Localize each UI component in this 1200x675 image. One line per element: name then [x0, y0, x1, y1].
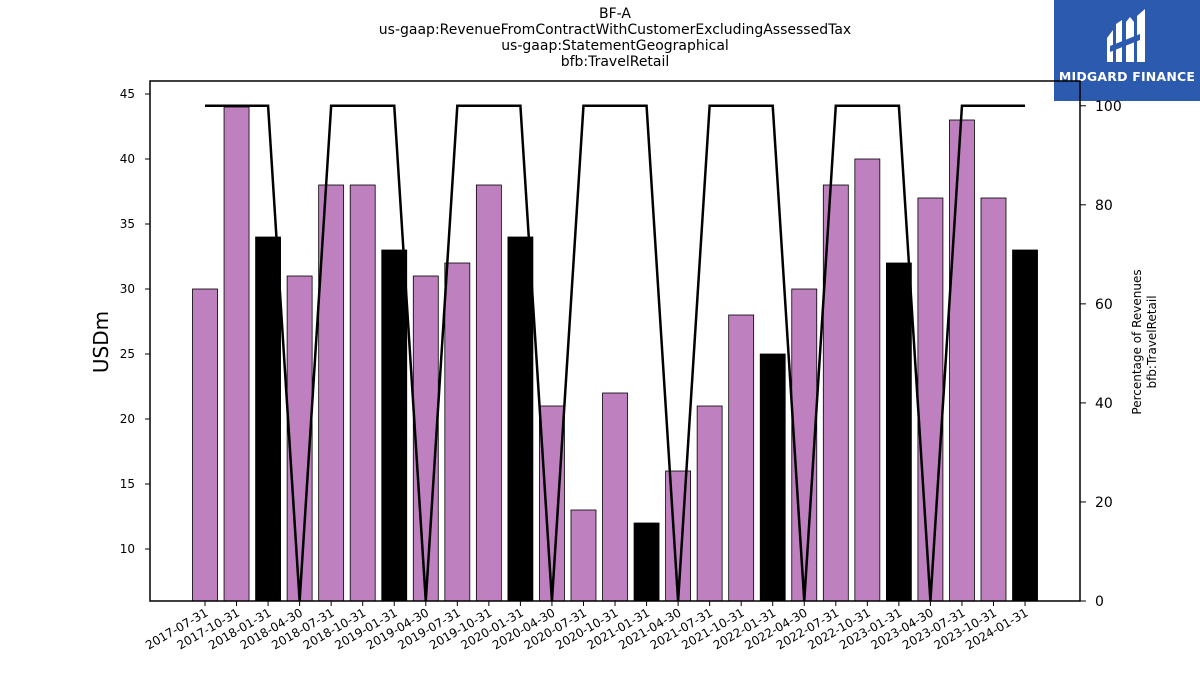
bar-2020-10-31	[602, 392, 628, 602]
bar-2023-10-31	[980, 197, 1007, 602]
bar-2021-01-31	[633, 522, 660, 602]
y-tick-label: 10	[120, 542, 135, 556]
chart-title-axis: us-gaap:StatementGeographical	[501, 38, 729, 54]
bar-2018-10-31	[349, 184, 376, 602]
y2-tick-label: 20	[1095, 495, 1113, 511]
y-tick-label: 20	[120, 412, 135, 426]
logo-text: MIDGARD FINANCE	[1058, 69, 1196, 84]
bar-2018-01-31	[255, 236, 281, 602]
y-tick-label: 30	[120, 282, 135, 296]
bar-2022-10-31	[854, 158, 881, 602]
bar-2023-07-31	[949, 119, 975, 602]
brand-logo: MIDGARD FINANCE	[1054, 0, 1200, 101]
y2-axis-label-line1: Percentage of Revenues	[1130, 269, 1144, 414]
chart-title-concept: us-gaap:RevenueFromContractWithCustomerE…	[378, 22, 852, 38]
bar-2019-07-31	[444, 262, 471, 602]
bar-2023-04-30	[917, 197, 944, 602]
y-tick-label: 40	[120, 152, 135, 166]
bar-2019-10-31	[475, 184, 502, 602]
logo-mark-icon	[1107, 9, 1145, 62]
y2-tick-label: 0	[1095, 594, 1104, 610]
y-tick-label: 35	[120, 217, 135, 231]
y-tick-label: 15	[120, 477, 135, 491]
y2-tick-label: 100	[1095, 99, 1122, 115]
bar-2019-04-30	[412, 275, 439, 602]
y-axis-label: USDm	[89, 311, 113, 373]
bar-2023-01-31	[885, 262, 912, 602]
bar-2024-01-31	[1012, 249, 1038, 602]
y2-axis-label-line2: bfb:TravelRetail	[1145, 295, 1159, 388]
chart-titles: BF-A us-gaap:RevenueFromContractWithCust…	[0, 6, 1200, 70]
bar-2020-04-30	[539, 405, 565, 602]
y-tick-label: 45	[120, 87, 135, 101]
bar-2017-10-31	[223, 106, 250, 602]
y2-tick-label: 60	[1095, 297, 1113, 313]
bar-2018-04-30	[286, 275, 313, 602]
bar-2020-01-31	[507, 236, 534, 602]
bar-2022-01-31	[759, 353, 786, 602]
bar-2021-04-30	[665, 470, 691, 602]
bar-2021-07-31	[696, 405, 723, 602]
percentage-line	[205, 104, 1026, 602]
bar-2018-07-31	[318, 184, 345, 602]
chart-title-ticker: BF-A	[599, 6, 631, 22]
y2-tick-label: 40	[1095, 396, 1113, 412]
bar-2019-01-31	[381, 249, 408, 602]
bar-2020-07-31	[570, 509, 597, 602]
bar-2022-04-30	[791, 288, 818, 602]
y2-tick-label: 80	[1095, 198, 1113, 214]
bar-2017-07-31	[192, 288, 218, 602]
y-tick-label: 25	[120, 347, 135, 361]
bar-2021-10-31	[728, 314, 755, 602]
chart-title-member: bfb:TravelRetail	[560, 54, 670, 70]
